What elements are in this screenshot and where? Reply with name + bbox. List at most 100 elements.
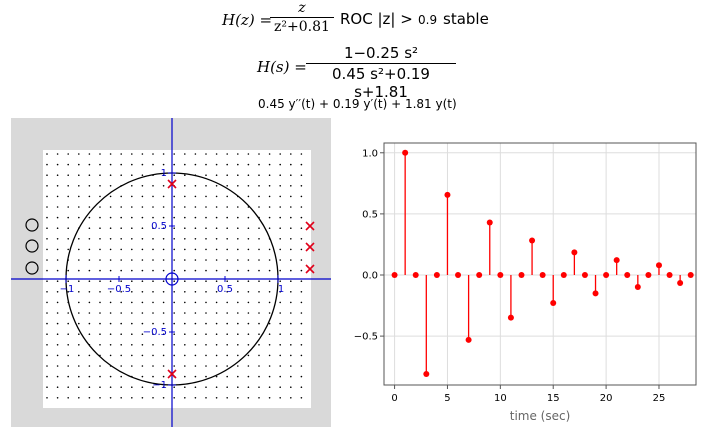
stem-point — [560, 272, 567, 278]
grid-dot — [205, 259, 207, 261]
grid-dot — [247, 333, 250, 335]
grid-dot — [226, 354, 228, 357]
grid-dot — [247, 365, 250, 367]
grid-dot — [56, 301, 59, 304]
grid-dot — [120, 333, 122, 335]
grid-dot — [88, 269, 91, 272]
grid-dot — [56, 195, 59, 198]
grid-dot — [67, 238, 69, 240]
grid-dot — [56, 227, 59, 229]
grid-dot — [247, 291, 250, 293]
grid-dot — [205, 174, 207, 176]
grid-dot — [268, 397, 271, 399]
grid-dot — [258, 312, 260, 314]
grid-dot — [290, 248, 292, 251]
grid-dot — [56, 163, 59, 166]
palette-pole-tool[interactable] — [305, 221, 315, 231]
grid-dot — [56, 174, 59, 176]
grid-dot — [152, 365, 154, 367]
grid-dot — [279, 291, 281, 293]
grid-dot — [120, 354, 122, 357]
pole-marker[interactable] — [167, 369, 177, 379]
stem-point — [412, 272, 419, 278]
grid-dot — [184, 365, 186, 367]
grid-dot — [152, 333, 154, 335]
grid-dot — [184, 206, 186, 208]
grid-dot — [46, 269, 48, 272]
pole-zero-overlay: −1 −0.5 0.5 1 1 0.5 −0.5 −1 — [11, 118, 331, 427]
palette-zero-tool[interactable] — [25, 239, 39, 253]
grid-dot — [109, 291, 112, 293]
grid-dot — [109, 397, 112, 399]
grid-dot — [194, 365, 197, 367]
grid-dot — [268, 227, 271, 229]
grid-dot — [131, 365, 133, 367]
grid-dot — [162, 227, 165, 229]
roc-value: 0.9 — [418, 13, 438, 27]
grid-dot — [258, 259, 260, 261]
grid-dot — [237, 397, 239, 399]
grid-dot — [46, 344, 48, 346]
grid-dot — [67, 153, 69, 155]
grid-dot — [247, 280, 250, 282]
grid-dot — [141, 375, 144, 378]
grid-dot — [300, 280, 303, 282]
grid-dot — [215, 185, 218, 187]
grid-dot — [67, 375, 69, 378]
grid-dot — [290, 365, 292, 367]
grid-dot — [78, 375, 80, 378]
grid-dot — [226, 269, 228, 272]
grid-dot — [131, 269, 133, 272]
chart-grid — [384, 143, 696, 385]
grid-dot — [46, 291, 48, 293]
grid-dot — [173, 216, 175, 219]
zero-marker[interactable] — [165, 272, 179, 286]
grid-dot — [194, 354, 197, 357]
stem-point — [465, 336, 472, 343]
stem-point — [645, 272, 652, 278]
grid-dot — [279, 280, 281, 282]
grid-dot — [226, 280, 228, 282]
grid-dot — [237, 365, 239, 367]
grid-dot — [162, 280, 165, 282]
grid-dot — [56, 344, 59, 346]
grid-dot — [279, 301, 281, 304]
grid-dot — [120, 153, 122, 155]
grid-dot — [109, 238, 112, 240]
palette-pole-tool[interactable] — [305, 242, 315, 252]
grid-dot — [226, 153, 228, 155]
grid-dot — [226, 322, 228, 325]
grid-dot — [120, 174, 122, 176]
grid-dot — [152, 185, 154, 187]
grid-dot — [215, 238, 218, 240]
stability-label: stable — [443, 10, 489, 28]
grid-dot — [78, 354, 80, 357]
grid-dot — [109, 248, 112, 251]
grid-dot — [99, 397, 101, 399]
palette-zero-tool[interactable] — [25, 218, 39, 232]
grid-dot — [279, 248, 281, 251]
grid-dot — [173, 163, 175, 166]
grid-dot — [99, 206, 101, 208]
grid-dot — [109, 312, 112, 314]
grid-dot — [290, 333, 292, 335]
grid-dot — [88, 185, 91, 187]
impulse-response-chart: 0 5 10 15 20 25 1.0 0.5 0.0 −0.5 time (sec) — [340, 128, 702, 427]
grid-dot — [141, 269, 144, 272]
hs-denominator: 0.45 s²+0.19 s+1.81 — [332, 65, 430, 101]
grid-dot — [78, 174, 80, 176]
grid-dot — [290, 397, 292, 399]
grid-dot — [247, 322, 250, 325]
grid-dot — [131, 259, 133, 261]
grid-dot — [215, 291, 218, 293]
palette-pole-tool[interactable] — [305, 264, 315, 274]
grid-dot — [131, 397, 133, 399]
pole-marker[interactable] — [167, 179, 177, 189]
palette-zero-tool[interactable] — [25, 261, 39, 275]
grid-dot — [152, 216, 154, 219]
grid-dot — [205, 206, 207, 208]
grid-dot — [215, 216, 218, 219]
grid-dot — [300, 206, 303, 208]
grid-dot — [279, 185, 281, 187]
grid-dot — [46, 386, 48, 388]
